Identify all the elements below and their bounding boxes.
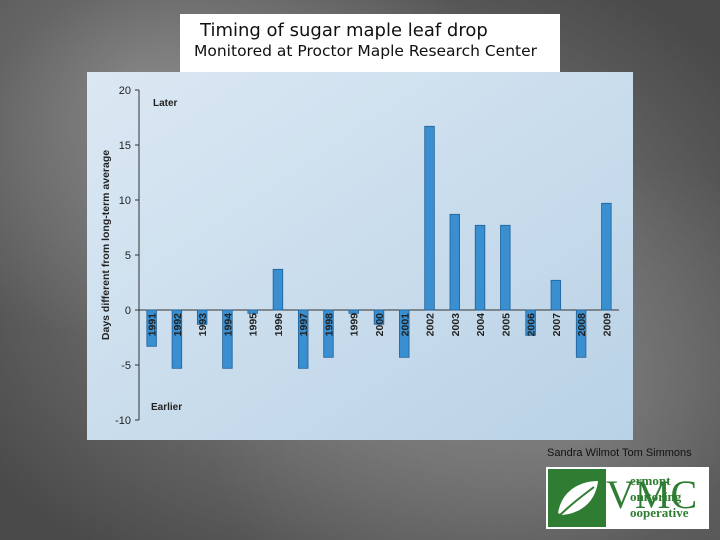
y-tick-label: -10 [115, 415, 131, 427]
page-subtitle: Monitored at Proctor Maple Research Cent… [194, 42, 538, 60]
x-tick-label: 2005 [500, 313, 512, 337]
logo-letters: VMC [606, 472, 698, 517]
logo-line: ooperative [630, 505, 689, 520]
bar [449, 213, 460, 311]
x-tick-label: 2007 [551, 313, 563, 337]
x-tick-label: 1999 [349, 313, 361, 337]
x-tick-label: 1998 [323, 313, 335, 337]
bar [373, 309, 385, 325]
x-tick-label: 2000 [374, 313, 386, 337]
x-tick-label: 1997 [298, 313, 310, 337]
bar-chart: -10 -5 0 5 10 15 20 Days different from long-te… [87, 72, 633, 440]
bar [601, 202, 612, 311]
x-tick-label: 2009 [601, 313, 613, 337]
y-tick-label: 5 [125, 250, 131, 262]
x-tick-label: 1994 [222, 313, 234, 337]
x-tick-label: 1992 [172, 313, 184, 337]
bar [575, 309, 587, 358]
logo-line: ermont [630, 473, 671, 488]
leaf-icon [548, 469, 606, 527]
bar [323, 309, 334, 358]
y-tick-label: 0 [125, 305, 131, 317]
logo-line: onitoring [630, 489, 682, 504]
x-tick-label: 2003 [450, 313, 462, 337]
bar [222, 309, 233, 369]
annotation-later: Later [153, 98, 178, 109]
y-tick-label: 20 [119, 85, 131, 97]
bar [247, 309, 258, 314]
x-tick-label: 2001 [399, 313, 411, 337]
bar [196, 309, 208, 325]
bar [146, 309, 157, 347]
y-axis-label: Days different from long-term average [100, 150, 112, 340]
vmc-logo: VMC ermont onitoring ooperative [546, 467, 709, 529]
page-title: Timing of sugar maple leaf drop [200, 20, 488, 41]
y-tick-label: 10 [119, 195, 131, 207]
x-tick-label: 2008 [576, 313, 588, 337]
bar [500, 224, 511, 311]
x-tick-label: 2004 [475, 313, 487, 337]
x-tick-label: 1996 [273, 313, 285, 337]
y-tick-label: -5 [121, 360, 131, 372]
bar [550, 279, 562, 311]
bar [272, 268, 284, 311]
x-tick-label: 2006 [526, 313, 538, 337]
bar [474, 224, 486, 311]
chart-area [87, 72, 633, 440]
bar [298, 309, 309, 369]
author-credit: Sandra Wilmot Tom Simmons [547, 447, 692, 459]
x-tick-label: 1991 [147, 313, 159, 337]
bar [171, 309, 183, 369]
bar [424, 125, 435, 311]
bar [525, 309, 536, 336]
y-tick-label: 15 [119, 140, 131, 152]
title-background [180, 14, 560, 72]
x-tick-label: 1995 [248, 313, 260, 337]
annotation-earlier: Earlier [151, 402, 182, 413]
bar [399, 309, 410, 358]
chart-container: -10 -5 0 5 10 15 20 Days different from long-te… [87, 72, 633, 440]
logo-text: ermont onitoring ooperative [630, 473, 688, 521]
bar [348, 309, 359, 314]
x-tick-label: 1993 [197, 313, 209, 337]
x-tick-label: 2002 [425, 313, 437, 337]
